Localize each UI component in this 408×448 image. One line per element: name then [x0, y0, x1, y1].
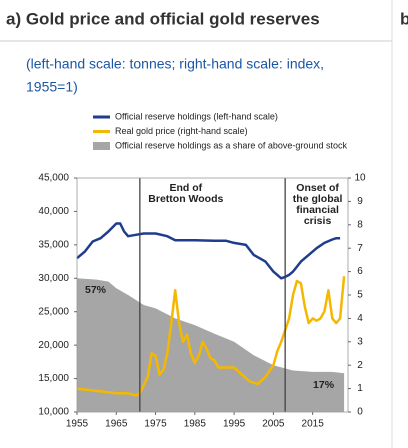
- event-label: crisis: [304, 215, 332, 227]
- event-label: financial: [296, 204, 339, 216]
- y-tick-label: 20,000: [38, 340, 69, 351]
- panel-title: a) Gold price and official gold reserves: [6, 9, 320, 28]
- y-tick-label: 35,000: [38, 239, 69, 250]
- area-label: 17%: [313, 379, 335, 391]
- x-tick-label: 2015: [302, 419, 325, 430]
- y2-tick-label: 8: [357, 219, 363, 230]
- y2-tick-label: 5: [357, 290, 363, 301]
- y2-tick-label: 10: [354, 173, 366, 184]
- subtitle: (left-hand scale: tonnes; right-hand sca…: [26, 56, 324, 72]
- y2-tick-label: 0: [357, 407, 363, 418]
- x-tick-label: 1985: [184, 419, 207, 430]
- y-tick-label: 30,000: [38, 273, 69, 284]
- y-tick-label: 25,000: [38, 306, 69, 317]
- y2-tick-label: 6: [357, 266, 363, 277]
- subtitle: 1955=1): [26, 79, 78, 95]
- y-tick-label: 15,000: [38, 373, 69, 384]
- legend-swatch: [93, 142, 110, 150]
- area-label: 57%: [85, 284, 107, 296]
- y-tick-label: 10,000: [38, 407, 69, 418]
- y2-tick-label: 9: [357, 196, 363, 207]
- series-line: [76, 276, 346, 397]
- y2-tick-label: 7: [357, 243, 363, 254]
- share-area: [77, 278, 345, 412]
- event-label: End of: [170, 182, 203, 194]
- x-tick-label: 1995: [223, 419, 246, 430]
- x-tick-label: 2005: [262, 419, 285, 430]
- y2-tick-label: 1: [357, 383, 363, 394]
- x-tick-label: 1965: [105, 419, 128, 430]
- y2-tick-label: 2: [357, 360, 363, 371]
- event-label: the global: [293, 193, 343, 205]
- y2-tick-label: 3: [357, 336, 363, 347]
- legend-label: Official reserve holdings as a share of …: [115, 140, 347, 150]
- y-tick-label: 45,000: [38, 173, 69, 184]
- event-label: Bretton Woods: [148, 193, 223, 205]
- x-tick-label: 1955: [66, 419, 89, 430]
- legend-label: Official reserve holdings (left-hand sca…: [115, 111, 278, 121]
- x-tick-label: 1975: [144, 419, 167, 430]
- y-tick-label: 40,000: [38, 206, 69, 217]
- legend-label: Real gold price (right-hand scale): [115, 126, 248, 136]
- next-tab[interactable]: b: [400, 9, 408, 28]
- series-line: [76, 222, 341, 280]
- y2-tick-label: 4: [357, 313, 363, 324]
- event-label: Onset of: [296, 182, 339, 194]
